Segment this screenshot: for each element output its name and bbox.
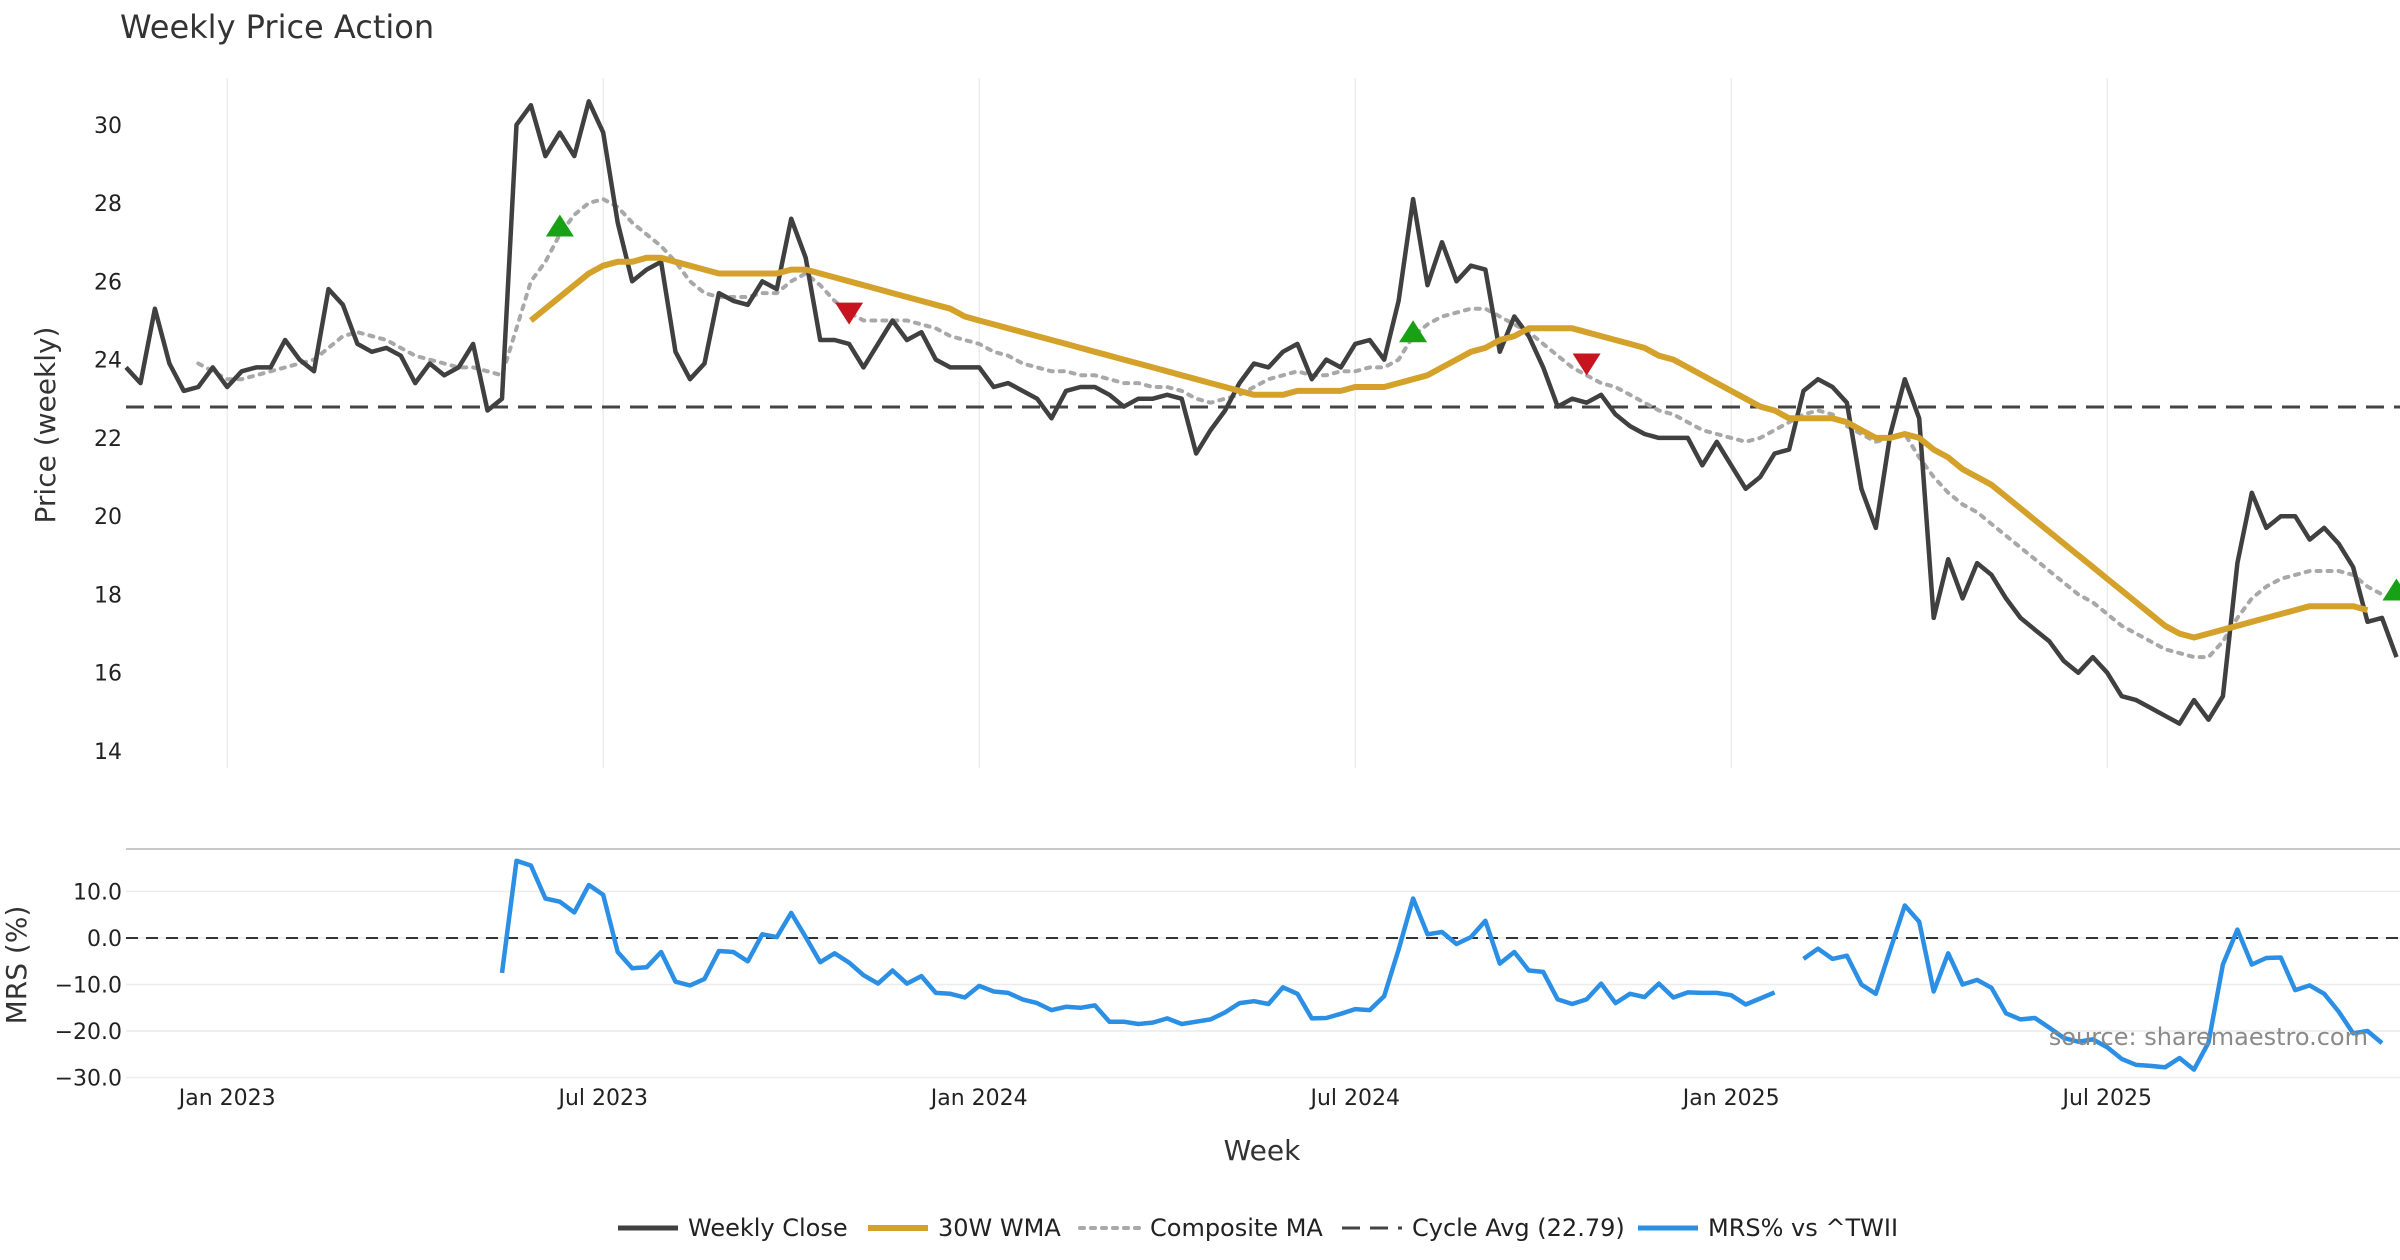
buy-signal-marker: [545, 214, 574, 237]
x-ticks: Jan 2023 Jul 2023 Jan 2024 Jul 2024 Jan 2025…: [177, 1086, 2152, 1111]
price-y-ticks: 14 16 18 20 22 24 26 28 30: [94, 114, 122, 765]
mrs-line: [499, 858, 2384, 1072]
sell-signal-marker: [1572, 353, 1601, 376]
sell-signal-marker: [835, 302, 864, 325]
mrs-tick-label: −20.0: [55, 1020, 122, 1045]
price-tick-label: 16: [94, 662, 122, 687]
legend-label-wma: 30W WMA: [938, 1214, 1061, 1242]
buy-signal-marker: [2382, 578, 2400, 601]
x-axis-label: Week: [1224, 1134, 1301, 1167]
legend-label-composite: Composite MA: [1150, 1214, 1323, 1242]
x-tick-label: Jul 2025: [2060, 1086, 2152, 1111]
price-tick-label: 24: [94, 349, 122, 374]
x-tick-label: Jan 2023: [177, 1086, 276, 1111]
price-tick-label: 30: [94, 114, 122, 139]
legend-label-mrs: MRS% vs ^TWII: [1708, 1214, 1898, 1242]
chart-title: Weekly Price Action: [120, 8, 434, 46]
x-tick-label: Jul 2024: [1308, 1086, 1400, 1111]
price-tick-label: 20: [94, 505, 122, 530]
composite-ma-line: [196, 196, 2384, 660]
wma-30w-line: [529, 254, 2369, 641]
buy-signal-marker: [1399, 320, 1428, 343]
legend-label-cycle: Cycle Avg (22.79): [1412, 1214, 1625, 1242]
price-tick-label: 28: [94, 192, 122, 217]
price-y-label: Price (weekly): [29, 327, 62, 524]
mrs-tick-label: −10.0: [55, 974, 122, 999]
mrs-tick-label: −30.0: [55, 1067, 122, 1092]
mrs-tick-label: 10.0: [73, 881, 122, 906]
price-tick-label: 26: [94, 270, 122, 295]
signal-markers: [545, 214, 2400, 601]
source-watermark: source: sharemaestro.com: [2049, 1023, 2368, 1051]
x-tick-label: Jan 2024: [929, 1086, 1028, 1111]
legend: Weekly Close 30W WMA Composite MA Cycle Avg…: [618, 1214, 1898, 1242]
mrs-y-label: MRS (%): [0, 906, 33, 1025]
x-tick-label: Jul 2023: [556, 1086, 648, 1111]
series-lines: [124, 99, 2400, 1072]
weekly-close-line: [124, 99, 2399, 726]
mrs-y-ticks: −30.0 −20.0 −10.0 0.0 10.0: [55, 881, 122, 1092]
price-tick-label: 22: [94, 427, 122, 452]
x-tick-label: Jan 2025: [1681, 1086, 1780, 1111]
price-tick-label: 18: [94, 583, 122, 608]
grid: [126, 78, 2400, 1079]
price-tick-label: 14: [94, 740, 122, 765]
legend-label-close: Weekly Close: [688, 1214, 848, 1242]
mrs-tick-label: 0.0: [87, 927, 122, 952]
